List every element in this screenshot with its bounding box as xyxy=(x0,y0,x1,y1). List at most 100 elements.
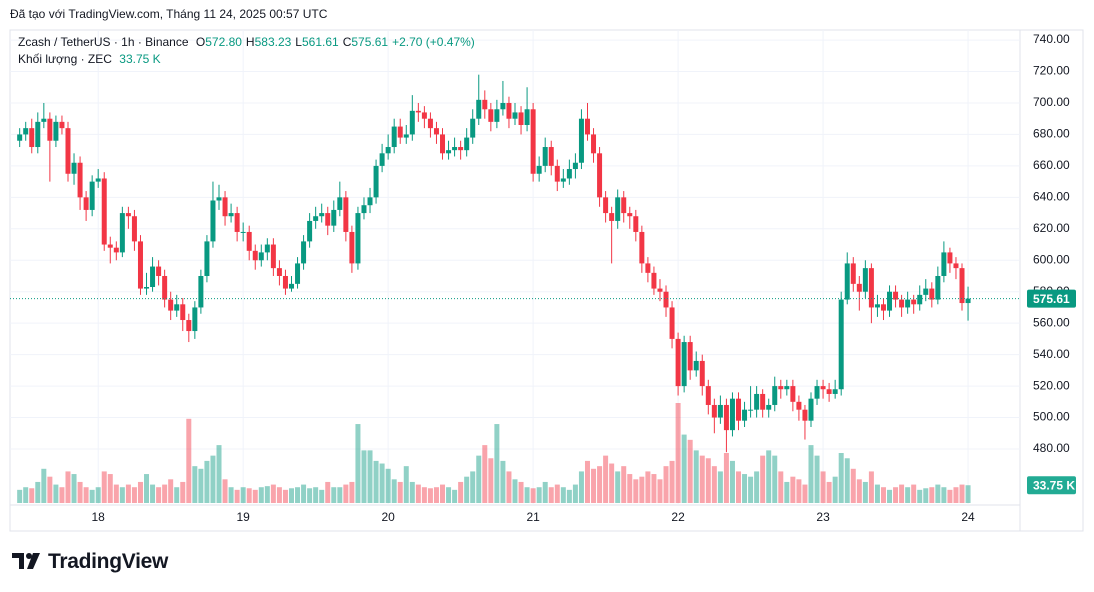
candle-body xyxy=(524,109,530,125)
volume-bar xyxy=(651,474,657,503)
volume-bar xyxy=(820,471,826,503)
candle-body xyxy=(427,118,433,129)
volume-bar xyxy=(536,487,542,503)
candle-body xyxy=(47,118,53,141)
candle-body xyxy=(433,128,439,135)
volume-bar xyxy=(343,484,349,503)
y-tick-label: 620.00 xyxy=(1033,221,1070,235)
candle-body xyxy=(615,197,621,221)
volume-bar xyxy=(663,466,669,503)
candle-body xyxy=(560,178,566,182)
x-tick-label: 23 xyxy=(816,510,830,524)
candle-body xyxy=(796,401,802,410)
volume-bar xyxy=(603,455,609,503)
volume-bar xyxy=(560,487,566,503)
candle-body xyxy=(35,121,41,148)
candle-body xyxy=(862,268,868,292)
volume-bar xyxy=(826,481,832,503)
last-price-label: 575.61 xyxy=(1033,292,1070,306)
y-tick-label: 480.00 xyxy=(1033,441,1070,455)
candle-body xyxy=(174,304,180,311)
volume-bar xyxy=(742,474,748,503)
legend-key: C xyxy=(342,35,352,49)
volume-bar xyxy=(893,487,899,503)
volume-bar xyxy=(953,487,959,503)
volume-bar xyxy=(440,484,446,503)
candle-body xyxy=(633,216,639,232)
volume-bar xyxy=(301,484,307,503)
volume-bar xyxy=(862,481,868,503)
candle-body xyxy=(379,153,385,166)
candle-body xyxy=(802,409,808,421)
volume-bar xyxy=(349,481,355,503)
volume-bar xyxy=(35,481,41,503)
candle-body xyxy=(850,263,856,284)
candle-body xyxy=(228,213,234,217)
volume-bar xyxy=(137,481,143,503)
candle-body xyxy=(325,213,331,226)
volume-bar xyxy=(959,484,965,503)
candle-body xyxy=(397,126,403,138)
volume-bar xyxy=(174,487,180,503)
legend-item: O572.80 xyxy=(196,35,242,49)
volume-bar xyxy=(89,489,95,503)
candle-body xyxy=(288,283,294,289)
candle-body xyxy=(530,109,536,174)
volume-bar xyxy=(760,455,766,503)
candle-body xyxy=(868,268,874,308)
candle-body xyxy=(125,213,131,217)
candle-body xyxy=(663,291,669,308)
volume-bar xyxy=(17,489,23,503)
legend-item: H583.23 xyxy=(246,35,291,49)
candle-body xyxy=(566,169,572,179)
volume-bar xyxy=(657,479,663,503)
volume-bar xyxy=(458,481,464,503)
symbol-title: Zcash / TetherUS · 1h · Binance xyxy=(18,35,189,49)
volume-bar xyxy=(729,460,735,503)
volume-title: Khối lượng · ZEC xyxy=(18,52,112,66)
volume-bar xyxy=(675,403,681,503)
volume-bar xyxy=(131,487,137,503)
y-tick-label: 660.00 xyxy=(1033,158,1070,172)
candle-body xyxy=(403,134,409,138)
volume-bar xyxy=(488,458,494,503)
candle-body xyxy=(760,393,766,410)
candle-body xyxy=(627,213,633,217)
candle-body xyxy=(331,209,337,226)
candle-body xyxy=(17,134,23,141)
volume-bar xyxy=(947,489,953,503)
legend-item: C575.61 xyxy=(343,35,388,49)
volume-bar xyxy=(723,453,729,503)
candle-body xyxy=(391,126,397,148)
candle-body xyxy=(609,213,615,221)
volume-bar xyxy=(397,481,403,503)
volume-bar xyxy=(313,487,319,503)
candle-body xyxy=(113,247,119,253)
volume-bar xyxy=(307,488,313,503)
candle-body xyxy=(258,252,264,261)
candle-body xyxy=(482,99,488,110)
candle-body xyxy=(59,121,65,129)
volume-bar xyxy=(899,484,905,503)
volume-bar xyxy=(325,481,331,503)
candle-body xyxy=(162,275,168,300)
candle-body xyxy=(953,263,959,269)
header: Đã tạo với TradingView.com, Tháng 11 24,… xyxy=(10,7,328,21)
y-tick-label: 500.00 xyxy=(1033,410,1070,424)
candle-body xyxy=(899,299,905,308)
volume-bar xyxy=(204,460,210,503)
candle-body xyxy=(53,121,59,141)
candle-body xyxy=(657,288,663,292)
candle-body xyxy=(89,181,95,210)
candle-body xyxy=(536,165,542,174)
volume-bar xyxy=(234,489,240,503)
candle-body xyxy=(119,213,125,253)
candle-body xyxy=(742,409,748,421)
volume-bar xyxy=(494,424,500,503)
volume-bar xyxy=(790,476,796,503)
volume-bar xyxy=(101,471,107,503)
candle-body xyxy=(518,112,524,125)
last-price-badge xyxy=(1027,289,1076,308)
volume-bar xyxy=(917,489,923,503)
candle-body xyxy=(911,299,917,305)
